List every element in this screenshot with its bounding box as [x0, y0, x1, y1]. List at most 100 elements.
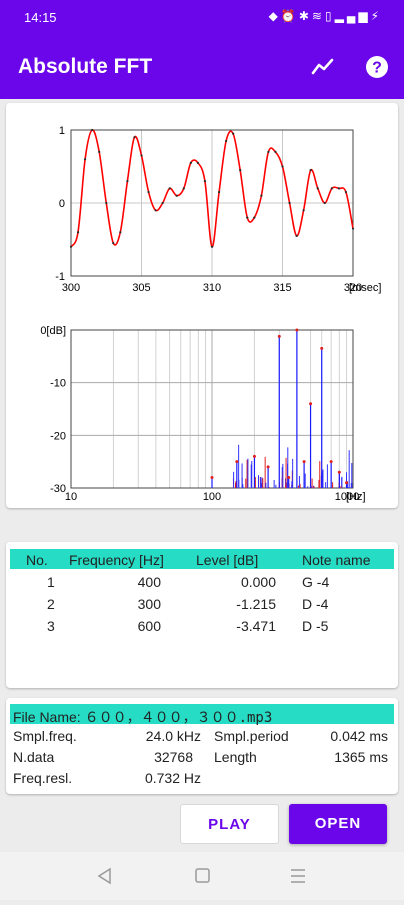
smpl-period-label: Smpl.period [214, 728, 289, 744]
battery-saver-icon: ▯ [324, 9, 335, 23]
waveform-point [281, 165, 284, 168]
spectrum-y-tick: -20 [50, 430, 66, 442]
smpl-freq-value: 24.0 kHz [145, 728, 201, 744]
spectrum-peak-dot [277, 334, 281, 338]
app-bar: Absolute FFT ? [0, 36, 404, 99]
waveform-point [112, 242, 115, 245]
length-value: 1365 ms [334, 749, 388, 765]
svg-text:?: ? [372, 60, 382, 77]
spectrum-x-tick: 10 [65, 491, 77, 503]
spectrum-chart: 0[dB] -10 -20 -30 10 100 1000 [Hz] [40, 325, 366, 503]
spectrum-peak-dot [210, 475, 214, 479]
waveform-point [330, 187, 333, 190]
menu-icon[interactable] [291, 869, 305, 883]
file-name-bar [10, 704, 394, 724]
waveform-point [161, 201, 164, 205]
waveform-point [119, 231, 122, 234]
waveform-point [133, 136, 136, 139]
status-time: 14:15 [24, 10, 57, 25]
waveform-x-unit: [msec] [349, 282, 381, 294]
location-icon: ◆ [268, 9, 281, 23]
waveform-point [140, 154, 143, 157]
help-button[interactable]: ? [363, 53, 391, 81]
spectrum-peak-dot [309, 402, 313, 406]
freq-resl-value: 0.732 Hz [144, 770, 201, 786]
home-icon[interactable] [195, 868, 210, 883]
header-frequency: Frequency [Hz] [69, 552, 164, 568]
spectrum-peak-dot [252, 454, 256, 458]
waveform-point [210, 245, 214, 248]
header-level: Level [dB] [196, 552, 259, 568]
chart-button[interactable] [309, 53, 337, 81]
waveform-point [246, 216, 249, 219]
waveform-x-tick: 320 [344, 282, 362, 294]
waveform-point [84, 158, 87, 161]
spectrum-x-tick: 100 [203, 491, 221, 503]
spectrum-peak-dot [235, 460, 239, 464]
file-name: File Name: ６００，４００，３００.mp3 [13, 709, 273, 726]
spectrum-y-tick: -10 [50, 378, 66, 390]
chart-icon [311, 58, 334, 75]
waveform-point [302, 209, 305, 212]
freq-resl-label: Freq.resl. [13, 770, 73, 786]
waveform-point [105, 201, 108, 205]
waveform-point [344, 190, 348, 194]
charts-card: 1 0 -1 300 305 310 315 320 [msec] 0[dB] -10 -20-… [6, 103, 398, 508]
waveform-point [189, 161, 192, 164]
waveform-x-tick: 310 [203, 282, 221, 294]
spectrum-peak-dot [329, 460, 333, 464]
waveform-point [309, 169, 312, 172]
waveform-point [288, 201, 291, 205]
file-info-card: File Name: ６００，４００，３００.mp3 Smpl.freq. 24… [6, 698, 398, 794]
waveform-point [323, 201, 326, 205]
waveform-point [98, 150, 101, 153]
play-button[interactable]: PLAY [180, 804, 279, 844]
smpl-period-value: 0.042 ms [330, 728, 388, 744]
waveform-point [154, 209, 157, 212]
waveform-point [175, 194, 178, 197]
back-icon[interactable] [97, 867, 111, 885]
status-bar: 14:15 ◆⏰✱≋▯▂▄▆⚡ [0, 0, 404, 36]
app-title: Absolute FFT [18, 55, 153, 78]
waveform-y-tick: 0 [59, 198, 65, 210]
waveform-point [232, 132, 235, 135]
waveform-point [196, 161, 199, 164]
smpl-freq-label: Smpl.freq. [13, 728, 77, 744]
help-icon: ? [366, 56, 388, 78]
spectrum-y-tick: 0[dB] [40, 325, 66, 337]
alarm-icon: ⏰ [280, 9, 299, 23]
waveform-chart: 1 0 -1 300 305 310 315 320 [msec] [55, 125, 381, 294]
waveform-frame [70, 129, 354, 277]
waveform-point [76, 231, 80, 234]
waveform-y-tick: -1 [55, 271, 65, 283]
spectrum-peak-dot [295, 328, 299, 332]
spectrum-y-tick: -30 [50, 483, 66, 495]
table-header [10, 549, 394, 569]
bluetooth-icon: ✱ [298, 9, 312, 23]
spectrum-peak-dot [345, 481, 349, 485]
length-label: Length [214, 749, 257, 765]
waveform-x-tick: 315 [273, 282, 291, 294]
header-note-name: Note name [302, 552, 371, 568]
waveform-point [316, 187, 319, 190]
waveform-point [126, 180, 129, 183]
navigation-bar [0, 852, 404, 900]
waveform-point [351, 227, 355, 230]
waveform-point [168, 187, 171, 190]
spectrum-peak-dot [266, 465, 270, 469]
spectrum-x-unit: [Hz] [346, 491, 366, 503]
signal-icon: ▂▄▆ [334, 9, 371, 23]
waveform-point [239, 169, 242, 172]
waveform-point [267, 150, 270, 153]
waveform-point [274, 150, 277, 153]
waveform-point [203, 180, 207, 183]
waveform-y-tick: 1 [59, 125, 65, 137]
waveform-x-tick: 305 [132, 282, 150, 294]
notes-table: No. Frequency [Hz] Level [dB] Note name … [6, 542, 398, 688]
status-icons: ◆⏰✱≋▯▂▄▆⚡ [269, 9, 382, 23]
open-button[interactable]: OPEN [289, 804, 387, 844]
ndata-label: N.data [13, 749, 55, 765]
waveform-point [225, 139, 228, 143]
waveform-point [91, 128, 94, 132]
waveform-point [182, 187, 185, 190]
